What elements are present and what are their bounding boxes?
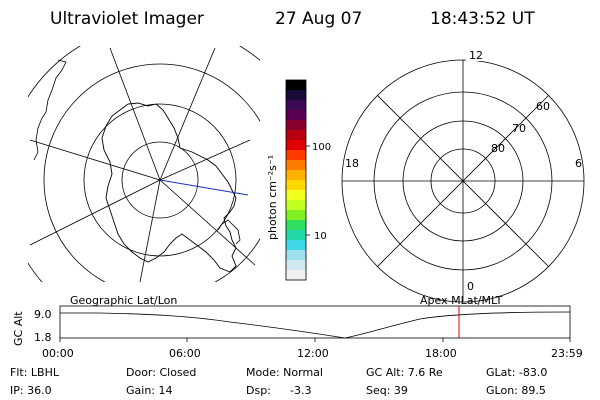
glat-info: GLat: -83.0 (486, 366, 547, 379)
colorbar-segment (286, 260, 306, 271)
colorbar-segment (286, 190, 306, 201)
colorbar-segment (286, 250, 306, 261)
colorbar-segment (286, 150, 306, 161)
timeline-right-title: Apex MLat/MLT (420, 294, 503, 307)
timeline-y-bottom: 1.8 (34, 331, 52, 344)
timeline-tick-label: 18:00 (425, 347, 457, 360)
altitude-curve (60, 311, 571, 339)
map-meridian (29, 179, 161, 246)
instrument-info: Flt: LBHL IP: 36.0 Door: Closed Gain: 14… (10, 366, 547, 397)
colorbar-segment (286, 270, 306, 281)
coastline-fragment (217, 219, 241, 245)
polar-label-70: 70 (512, 122, 526, 135)
colorbar-label-100: 100 (312, 142, 331, 153)
timeline-tick-label: 06:00 (169, 347, 201, 360)
colorbar-segment (286, 80, 306, 91)
colorbar-segment (286, 160, 306, 171)
gain-info: Gain: 14 (126, 384, 173, 397)
instrument-title: Ultraviolet Imager (50, 9, 204, 29)
timeline-left-title: Geographic Lat/Lon (70, 294, 177, 307)
colorbar-frame (285, 79, 307, 281)
dsp-info-value: -3.3 (290, 384, 311, 397)
polar-label-0: 0 (467, 280, 474, 293)
filter-info: Flt: LBHL (10, 366, 60, 379)
antarctica-coastline (101, 102, 237, 273)
colorbar-segment (286, 130, 306, 141)
polar-label-18: 18 (345, 157, 359, 170)
colorbar-segment (286, 210, 306, 221)
polar-label-80: 80 (491, 142, 505, 155)
polar-diagonal (373, 91, 553, 271)
glon-info: GLon: 89.5 (486, 384, 546, 397)
mode-info: Mode: Normal (246, 366, 323, 379)
colorbar-segment (286, 120, 306, 131)
map-meridian (159, 179, 256, 266)
map-meridian (159, 139, 251, 181)
date-label: 27 Aug 07 (275, 9, 362, 29)
polar-label-6: 6 (575, 157, 582, 170)
map-lat-ring (121, 141, 199, 219)
timeline-axis-label: GC Alt (12, 311, 25, 346)
colorbar-segment (286, 170, 306, 181)
map-meridian (109, 47, 161, 181)
magnetic-meridian-line (159, 179, 249, 196)
colorbar-segment (286, 180, 306, 191)
colorbar-segment (286, 220, 306, 231)
coastline-fragment (33, 59, 67, 161)
colorbar-segment (286, 140, 306, 151)
timeline-tick-label: 23:59 (551, 347, 583, 360)
gc-alt-info: GC Alt: 7.6 Re (366, 366, 443, 379)
colorbar-segment (286, 110, 306, 121)
door-info: Door: Closed (126, 366, 196, 379)
map-lat-ring (43, 63, 260, 282)
timeline-y-top: 9.0 (34, 308, 52, 321)
timeline-ticks (59, 338, 571, 342)
timeline-tick-label: 00:00 (42, 347, 74, 360)
altitude-timeline: Geographic Lat/Lon Apex MLat/MLT GC Alt … (12, 294, 583, 360)
colorbar: 100 10 photon cm⁻²s⁻¹ (266, 79, 331, 281)
colorbar-segment (286, 230, 306, 241)
polar-plot (341, 59, 585, 303)
colorbar-segment (286, 200, 306, 211)
map-lat-ring (83, 103, 237, 257)
geographic-map (28, 46, 260, 282)
map-meridian (139, 179, 161, 282)
ip-info: IP: 36.0 (10, 384, 52, 397)
time-label: 18:43:52 UT (430, 9, 535, 29)
timeline-tick-label: 12:00 (297, 347, 329, 360)
map-meridian (159, 47, 216, 181)
map-meridian (29, 139, 161, 181)
colorbar-segment (286, 240, 306, 251)
dsp-info-label: Dsp: (246, 384, 271, 397)
colorbar-label-10: 10 (314, 231, 327, 242)
polar-label-12: 12 (469, 49, 483, 62)
colorbar-segment (286, 90, 306, 101)
colorbar-unit-label: photon cm⁻²s⁻¹ (266, 155, 279, 240)
seq-info: Seq: 39 (366, 384, 408, 397)
colorbar-segment (286, 100, 306, 111)
polar-label-60: 60 (536, 100, 550, 113)
